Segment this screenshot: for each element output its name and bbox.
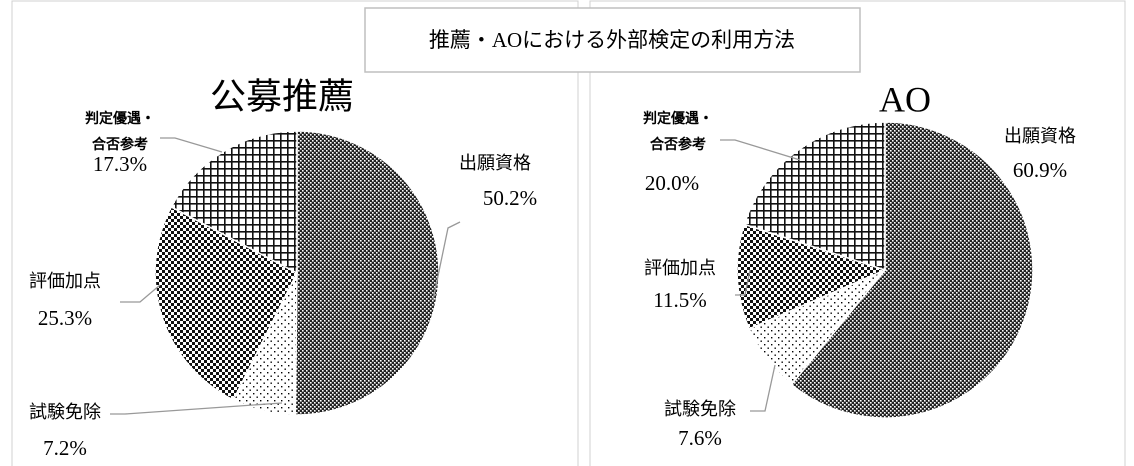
title-box [364,7,861,73]
value-label: 11.5% [653,288,706,312]
category-label: 評価加点 [29,271,101,291]
leader-line [120,284,161,303]
pie-slice [790,121,1034,419]
leader-line [750,364,776,412]
pie-slice [294,130,440,416]
value-label: 25.3% [38,306,92,330]
category-label: 出願資格 [459,153,531,173]
category-label: 出願資格 [1004,126,1076,146]
pie-slice [743,121,886,272]
category-label: 試験免除 [664,399,736,419]
panel-frame [11,0,579,466]
pie-slice [736,223,888,330]
value-label: 17.3% [93,152,147,176]
pie-slice [170,130,298,275]
leader-line [160,137,223,153]
leader-line [735,269,751,296]
leader-line [432,221,461,301]
value-label: 60.9% [1013,158,1067,182]
panel-frame [589,0,1126,466]
leader-line [110,402,283,415]
category-label: 試験免除 [29,402,101,422]
value-label: 7.2% [43,436,87,460]
value-label: 20.0% [645,171,699,195]
chart-title: 公募推薦 [210,76,354,116]
category-label: 評価加点 [644,258,716,278]
category-label: 判定優遇・合否参考 [643,110,713,153]
value-label: 7.6% [678,426,722,450]
value-label: 50.2% [483,186,537,210]
category-label: 判定優遇・合否参考 [85,110,155,153]
chart-title: AO [879,79,931,119]
main-title: 推薦・AOにおける外部検定の利用方法 [429,28,795,52]
leader-line [720,139,801,161]
